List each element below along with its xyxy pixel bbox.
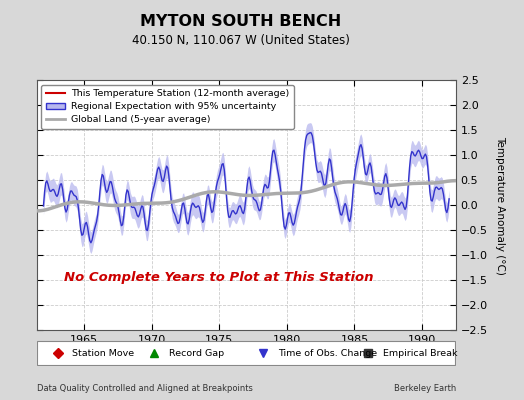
FancyBboxPatch shape — [37, 341, 455, 365]
Text: Record Gap: Record Gap — [169, 348, 224, 358]
Text: MYTON SOUTH BENCH: MYTON SOUTH BENCH — [140, 14, 342, 29]
Text: 40.150 N, 110.067 W (United States): 40.150 N, 110.067 W (United States) — [132, 34, 350, 47]
Text: Time of Obs. Change: Time of Obs. Change — [278, 348, 377, 358]
Legend: This Temperature Station (12-month average), Regional Expectation with 95% uncer: This Temperature Station (12-month avera… — [41, 85, 293, 129]
Text: Empirical Break: Empirical Break — [383, 348, 457, 358]
Y-axis label: Temperature Anomaly (°C): Temperature Anomaly (°C) — [495, 136, 505, 274]
Text: Berkeley Earth: Berkeley Earth — [394, 384, 456, 393]
Text: Station Move: Station Move — [72, 348, 135, 358]
Text: No Complete Years to Plot at This Station: No Complete Years to Plot at This Statio… — [64, 271, 374, 284]
Text: Data Quality Controlled and Aligned at Breakpoints: Data Quality Controlled and Aligned at B… — [37, 384, 253, 393]
